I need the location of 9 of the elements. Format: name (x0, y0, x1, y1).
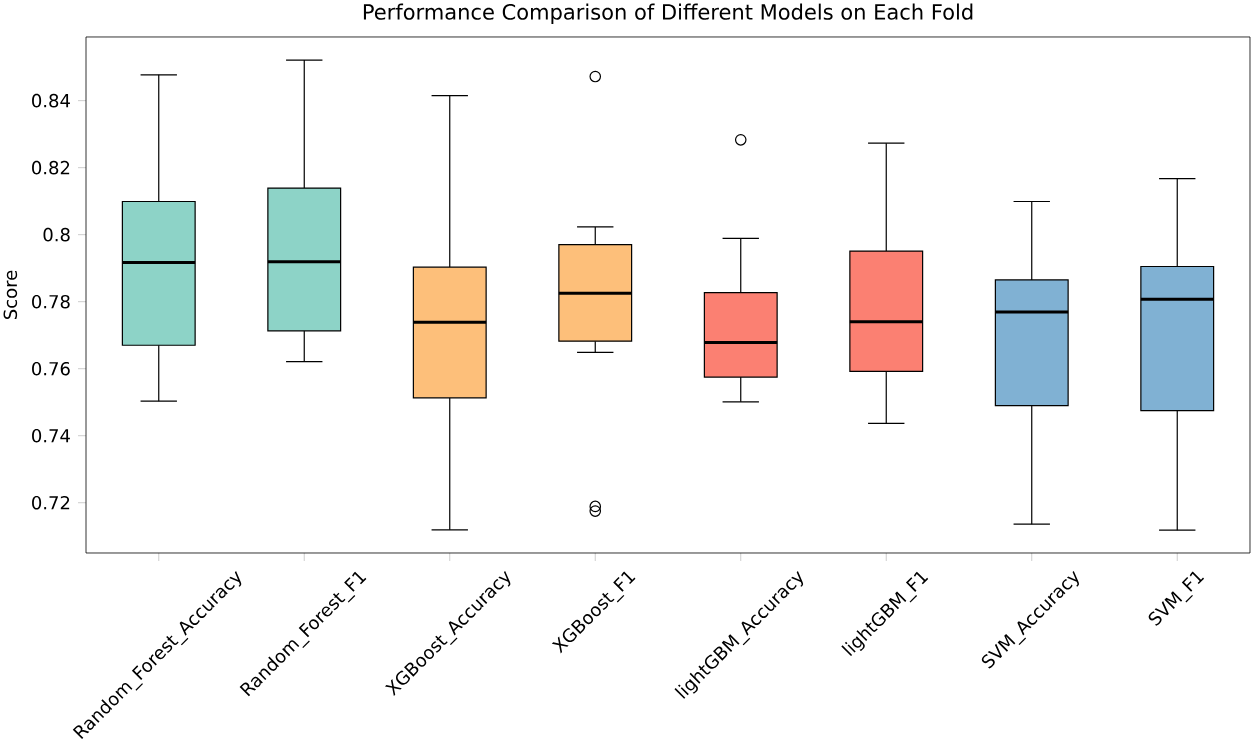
y-tick-label: 0.76 (32, 361, 70, 376)
y-tick-label: 0.8 (43, 227, 70, 242)
y-tick-label: 0.72 (32, 495, 70, 510)
y-tick-label: 0.78 (32, 294, 70, 309)
y-tick-label: 0.74 (32, 428, 70, 443)
y-tick-label: 0.82 (32, 160, 70, 175)
chart-title: Performance Comparison of Different Models on Each Fold (363, 3, 973, 24)
y-tick-label: 0.84 (32, 93, 70, 108)
y-axis-title: Score (3, 270, 18, 319)
